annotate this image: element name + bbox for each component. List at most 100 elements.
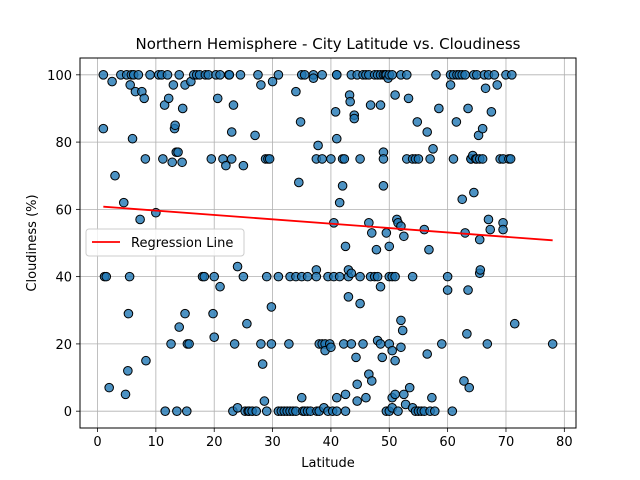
data-point xyxy=(326,342,336,353)
data-point xyxy=(375,281,386,292)
legend-regression-label: Regression Line xyxy=(131,236,233,251)
data-point xyxy=(259,396,270,406)
data-point xyxy=(477,123,488,134)
data-point xyxy=(459,376,469,386)
data-point xyxy=(174,70,184,80)
data-point xyxy=(296,392,307,403)
data-point xyxy=(355,271,365,282)
data-point xyxy=(486,107,497,117)
data-point xyxy=(331,392,342,403)
data-point xyxy=(177,103,188,114)
data-point xyxy=(429,406,440,416)
data-point xyxy=(257,359,268,369)
data-point xyxy=(215,281,225,292)
data-point xyxy=(123,308,134,319)
data-point xyxy=(396,315,406,326)
data-point xyxy=(104,382,114,393)
data-point xyxy=(390,90,400,100)
data-point xyxy=(412,117,423,127)
data-point xyxy=(184,339,194,349)
data-point xyxy=(427,392,437,403)
data-point xyxy=(331,406,342,416)
data-point xyxy=(358,339,368,349)
data-point xyxy=(98,123,109,134)
regression-line xyxy=(103,205,553,242)
data-point xyxy=(313,140,323,151)
data-point xyxy=(387,345,397,356)
data-point xyxy=(226,127,237,137)
data-point xyxy=(299,70,310,80)
data-point xyxy=(107,76,117,87)
data-point xyxy=(489,70,500,80)
data-point xyxy=(311,271,322,282)
data-point xyxy=(463,285,473,295)
data-point xyxy=(463,103,473,114)
data-point xyxy=(266,302,277,312)
data-point xyxy=(485,224,496,235)
data-point xyxy=(334,197,345,208)
data-point xyxy=(492,80,503,90)
y-tick-label: 40 xyxy=(55,271,72,286)
data-point xyxy=(399,231,409,242)
data-point xyxy=(434,103,444,114)
data-point xyxy=(474,234,485,245)
data-point xyxy=(377,352,388,363)
data-point xyxy=(422,349,433,359)
data-point xyxy=(98,70,109,80)
data-point xyxy=(228,100,239,110)
data-point xyxy=(401,70,412,80)
y-tick-label: 60 xyxy=(55,203,72,218)
data-point xyxy=(140,154,151,164)
data-point xyxy=(308,73,319,83)
data-point xyxy=(355,298,365,309)
data-point xyxy=(475,265,486,275)
data-point xyxy=(384,241,395,252)
data-point xyxy=(340,406,351,416)
data-point xyxy=(110,170,120,181)
data-point xyxy=(407,271,418,282)
data-point xyxy=(215,70,225,80)
y-tick-label: 20 xyxy=(55,338,72,353)
data-point xyxy=(349,113,360,124)
data-point xyxy=(366,376,377,386)
data-point xyxy=(422,127,433,137)
data-point xyxy=(242,318,252,329)
data-point xyxy=(120,389,131,400)
legend: Regression Line xyxy=(85,228,245,257)
data-point xyxy=(135,214,145,225)
legend-box xyxy=(85,228,245,257)
data-point xyxy=(139,93,149,104)
data-point xyxy=(177,157,187,168)
data-point xyxy=(166,339,176,349)
data-point xyxy=(173,147,183,157)
data-point xyxy=(375,100,386,110)
data-point xyxy=(123,366,133,376)
data-point xyxy=(469,187,479,198)
data-point xyxy=(462,329,472,339)
data-point xyxy=(167,157,177,168)
data-point xyxy=(235,70,246,80)
data-point xyxy=(442,271,453,282)
data-point xyxy=(273,271,284,282)
data-point xyxy=(331,70,342,80)
data-point xyxy=(224,70,235,80)
y-tick-label: 0 xyxy=(64,405,72,420)
data-point xyxy=(326,154,336,164)
data-point xyxy=(390,271,400,282)
data-point xyxy=(253,70,263,80)
data-point xyxy=(393,406,403,416)
data-point xyxy=(261,271,272,282)
y-axis-label: Cloudiness (%) xyxy=(25,194,40,291)
data-point xyxy=(212,93,223,104)
data-point xyxy=(424,244,434,255)
data-point xyxy=(160,406,170,416)
data-point xyxy=(372,271,383,282)
data-point xyxy=(238,271,249,282)
data-point xyxy=(118,197,129,208)
axis-ticks: 0 10 20 30 40 50 60 70 80 0 20 40 60 80 100 xyxy=(47,69,572,450)
data-point xyxy=(482,339,493,349)
data-point xyxy=(291,86,301,97)
data-point xyxy=(172,406,182,416)
data-point xyxy=(250,130,260,141)
